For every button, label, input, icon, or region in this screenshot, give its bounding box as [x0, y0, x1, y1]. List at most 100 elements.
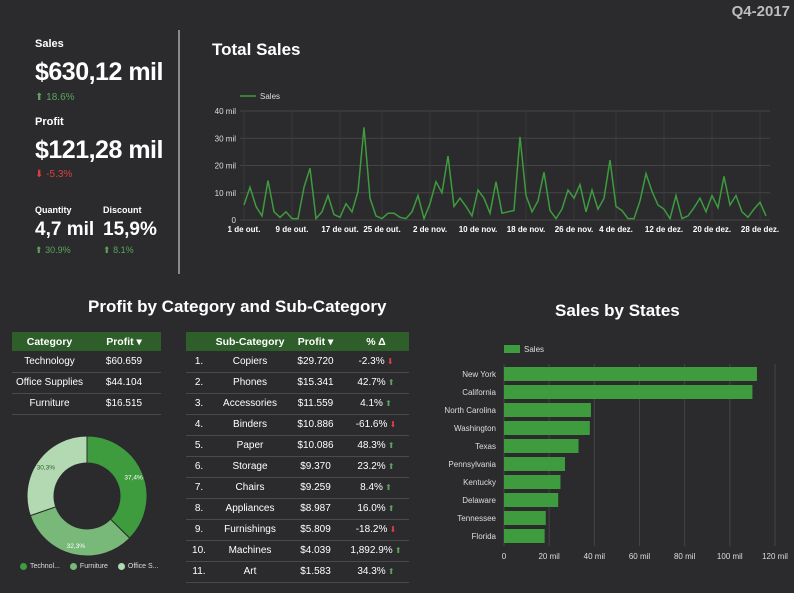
- delta-value: 4.1%: [360, 398, 383, 409]
- category-row[interactable]: Technology $60.659: [12, 351, 161, 373]
- y-tick-label: 10 mil: [215, 189, 237, 198]
- category-row[interactable]: Furniture $16.515: [12, 393, 161, 415]
- state-bar: [504, 385, 753, 399]
- kpi-divider: [178, 30, 180, 274]
- category-profit-cell: $60.659: [87, 351, 161, 373]
- arrow-up-icon: ⬆: [385, 462, 395, 471]
- category-header[interactable]: Category: [12, 332, 87, 351]
- delta-value: -18.2%: [355, 524, 388, 535]
- state-bar: [504, 367, 757, 381]
- state-label: Delaware: [462, 496, 496, 505]
- subcategory-profit-cell: $9.370: [288, 456, 343, 478]
- state-bar: [504, 529, 545, 543]
- donut-slice: [29, 506, 131, 557]
- x-tick-label: 80 mil: [674, 552, 696, 561]
- legend-item-technology[interactable]: Technol...: [20, 563, 60, 570]
- state-bar: [504, 457, 565, 471]
- legend-label: Sales: [524, 345, 544, 354]
- state-bar: [504, 403, 591, 417]
- subcategory-delta-cell: 8.4% ⬆: [343, 477, 409, 499]
- subcategory-row[interactable]: 8. Appliances $8.987 16.0% ⬆: [186, 498, 409, 520]
- rank-cell: 6.: [186, 456, 212, 478]
- legend-swatch: [117, 563, 125, 570]
- slice-value-label: 37,4%: [124, 475, 143, 482]
- donut-labels: 37,4% 32,3% 30,3%: [37, 465, 143, 551]
- bar-chart-legend: Sales: [504, 345, 544, 354]
- arrow-up-icon: ⬆: [392, 546, 402, 555]
- subcategory-row[interactable]: 10. Machines $4.039 1,892.9% ⬆: [186, 540, 409, 562]
- subcategory-row[interactable]: 4. Binders $10.886 -61.6% ⬇: [186, 414, 409, 436]
- legend-swatch: [69, 563, 77, 570]
- total-sales-chart: 0 10 mil 20 mil 30 mil 40 mil 1 de out. 9 de o…: [215, 92, 779, 234]
- total-sales-title: Total Sales: [212, 40, 301, 59]
- arrow-up-icon: ⬆: [382, 483, 392, 492]
- x-tick-label: 12 de dez.: [645, 225, 683, 234]
- arrow-up-icon: ⬆: [385, 567, 395, 576]
- subcategory-name-cell: Art: [212, 561, 288, 583]
- delta-header[interactable]: % Δ: [343, 332, 409, 351]
- state-label: Tennessee: [457, 514, 496, 523]
- x-tick-label: 20 de dez.: [693, 225, 731, 234]
- profit-header[interactable]: Profit ▾: [87, 332, 161, 351]
- rank-cell: 11.: [186, 561, 212, 583]
- subcategory-delta-cell: -18.2% ⬇: [343, 519, 409, 541]
- subcategory-profit-cell: $10.086: [288, 435, 343, 457]
- subcategory-delta-cell: 23.2% ⬆: [343, 456, 409, 478]
- subcategory-name-cell: Accessories: [212, 393, 288, 415]
- x-tick-label: 4 de dez.: [599, 225, 633, 234]
- delta-value: 1,892.9%: [350, 545, 393, 556]
- period-label: Q4-2017: [731, 3, 790, 20]
- rank-cell: 5.: [186, 435, 212, 457]
- subcategory-profit-header[interactable]: Profit ▾: [288, 332, 343, 351]
- y-tick-label: 30 mil: [215, 134, 237, 143]
- rank-cell: 7.: [186, 477, 212, 499]
- subcategory-profit-cell: $10.886: [288, 414, 343, 436]
- category-profit-cell: $16.515: [87, 393, 161, 415]
- subcategory-row[interactable]: 9. Furnishings $5.809 -18.2% ⬇: [186, 519, 409, 541]
- subcategory-delta-cell: -61.6% ⬇: [343, 414, 409, 436]
- subcategory-row[interactable]: 3. Accessories $11.559 4.1% ⬆: [186, 393, 409, 415]
- subcategory-profit-cell: $9.259: [288, 477, 343, 499]
- x-tick-label: 40 mil: [584, 552, 606, 561]
- legend-swatch: [504, 345, 520, 353]
- arrow-up-icon: ⬆: [103, 245, 111, 255]
- subcategory-row[interactable]: 7. Chairs $9.259 8.4% ⬆: [186, 477, 409, 499]
- rank-cell: 8.: [186, 498, 212, 520]
- x-tick-label: 100 mil: [717, 552, 743, 561]
- x-tick-label: 28 de dez.: [741, 225, 779, 234]
- state-label: Florida: [472, 532, 497, 541]
- profit-kpi-label: Profit: [35, 116, 64, 128]
- subcategory-delta-cell: 16.0% ⬆: [343, 498, 409, 520]
- arrow-down-icon: ⬇: [387, 420, 397, 429]
- delta-value: 42.7%: [357, 377, 386, 388]
- rank-header: [186, 332, 212, 351]
- sales-kpi-value: $630,12 mil: [35, 58, 163, 86]
- subcategory-name-cell: Copiers: [212, 351, 288, 373]
- state-label: California: [462, 388, 496, 397]
- x-tick-label: 120 mil: [762, 552, 788, 561]
- category-donut-chart: 37,4% 32,3% 30,3%: [26, 435, 148, 557]
- subcategory-row[interactable]: 5. Paper $10.086 48.3% ⬆: [186, 435, 409, 457]
- subcategory-header[interactable]: Sub-Category: [212, 332, 288, 351]
- state-bar: [504, 421, 590, 435]
- subcategory-profit-cell: $8.987: [288, 498, 343, 520]
- profit-kpi-delta: ⬇ -5.3%: [35, 169, 73, 180]
- arrow-up-icon: ⬆: [385, 441, 395, 450]
- category-name-cell: Technology: [12, 351, 87, 373]
- subcategory-row[interactable]: 11. Art $1.583 34.3% ⬆: [186, 561, 409, 583]
- subcategory-row[interactable]: 1. Copiers $29.720 -2.3% ⬇: [186, 351, 409, 373]
- subcategory-row[interactable]: 2. Phones $15.341 42.7% ⬆: [186, 372, 409, 394]
- subcategory-row[interactable]: 6. Storage $9.370 23.2% ⬆: [186, 456, 409, 478]
- arrow-up-icon: ⬆: [385, 378, 395, 387]
- arrow-up-icon: ⬆: [385, 504, 395, 513]
- delta-value: -2.3%: [358, 355, 385, 367]
- category-name-cell: Office Supplies: [12, 372, 87, 394]
- x-tick-label: 26 de nov.: [555, 225, 594, 234]
- state-bar: [504, 475, 561, 489]
- x-tick-label: 25 de out.: [363, 225, 400, 234]
- delta-value: 48.3%: [357, 440, 386, 451]
- legend-item-office-supplies[interactable]: Office S...: [117, 563, 159, 570]
- subcategory-name-cell: Machines: [212, 540, 288, 562]
- legend-item-furniture[interactable]: Furniture: [69, 563, 108, 570]
- category-row[interactable]: Office Supplies $44.104: [12, 372, 161, 394]
